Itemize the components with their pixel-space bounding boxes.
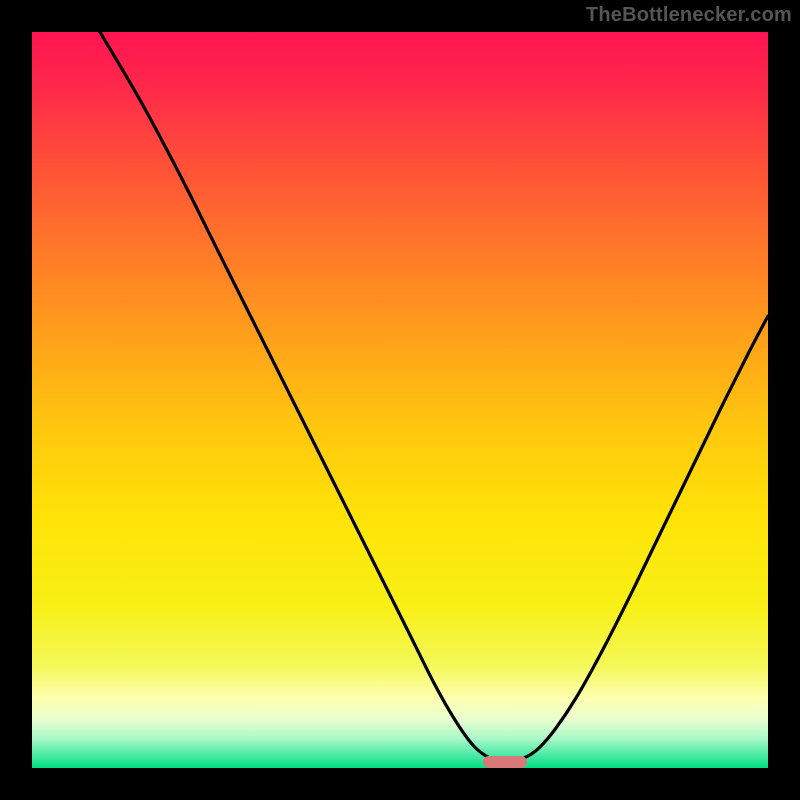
bottleneck-chart: TheBottlenecker.com (0, 0, 800, 800)
plot-background (32, 32, 768, 768)
chart-svg (0, 0, 800, 800)
watermark-text: TheBottlenecker.com (586, 4, 792, 27)
optimal-marker (483, 756, 527, 768)
